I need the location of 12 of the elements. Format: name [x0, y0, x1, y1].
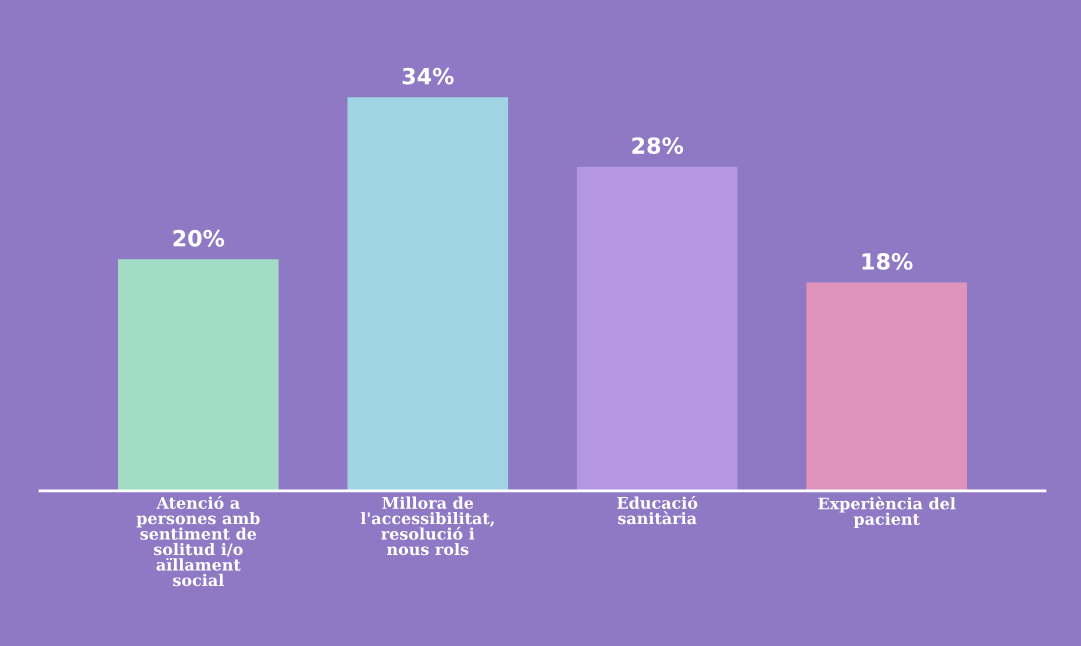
x-tick-label: Experiència del pacient	[818, 496, 956, 529]
data-label: 18%	[862, 253, 913, 270]
data-label: 34%	[402, 67, 454, 85]
x-tick-label: Educació sanitària	[617, 495, 698, 525]
data-label: 20%	[173, 229, 225, 247]
x-tick-label: Atenció a persones amb sentiment de solitud i/o aïllament social	[136, 495, 260, 587]
bar	[806, 282, 967, 491]
bar	[118, 259, 279, 491]
bar	[347, 97, 509, 491]
bar	[576, 166, 738, 491]
data-label: 28%	[632, 137, 684, 155]
x-tick-label: Millora de l'accessibilitat, resolució i nous rols	[360, 496, 494, 556]
